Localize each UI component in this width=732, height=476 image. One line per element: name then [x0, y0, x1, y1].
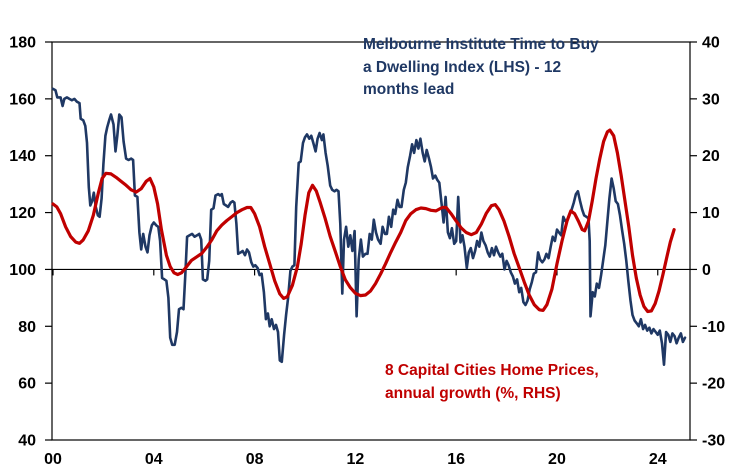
lhs-annotation-line-3: months lead — [363, 81, 455, 98]
plot-border — [51, 41, 691, 441]
lhs-annotation-line-2: a Dwelling Index (LHS) - 12 — [363, 58, 562, 76]
left-axis-tick-label: 140 — [9, 148, 36, 165]
right-axis-tick-label: -20 — [702, 376, 725, 393]
left-axis-tick-label: 160 — [9, 91, 36, 108]
rhs-series-line — [51, 128, 676, 314]
lhs-series-line — [51, 87, 687, 367]
x-axis-tick-label: 08 — [246, 451, 264, 468]
left-axis-tick-label: 40 — [18, 433, 36, 450]
right-axis-tick-label: 10 — [702, 205, 720, 222]
right-axis-tick-label: 40 — [702, 35, 720, 52]
x-axis-tick-label: 12 — [346, 451, 364, 468]
x-axis-tick-label: 20 — [548, 451, 566, 468]
lhs-series-annotation: Melbourne Institute Time to Buy a Dwelli… — [363, 34, 599, 102]
right-axis-tick-label: -30 — [702, 433, 725, 450]
left-axis-tick-label: 180 — [9, 35, 36, 52]
rhs-series-annotation: 8 Capital Cities Home Prices, annual gro… — [385, 360, 599, 405]
left-axis-tick-label: 120 — [9, 205, 36, 222]
right-axis-tick-label: -10 — [702, 319, 725, 336]
x-axis-tick-label: 24 — [649, 451, 667, 468]
left-axis-tick-label: 100 — [9, 262, 36, 279]
right-axis-tick-label: 30 — [702, 91, 720, 108]
x-axis-tick-label: 04 — [145, 451, 163, 468]
right-axis-tick-label: 20 — [702, 148, 720, 165]
left-axis-tick-label: 80 — [18, 319, 36, 336]
right-axis-tick-label: 0 — [702, 262, 711, 279]
rhs-annotation-line-2: annual growth (%, RHS) — [385, 384, 561, 402]
x-axis-tick-label: 00 — [44, 451, 62, 468]
rhs-annotation-line-1: 8 Capital Cities Home Prices, — [385, 362, 599, 379]
x-axis-tick-label: 16 — [447, 451, 465, 468]
lhs-annotation-line-1: Melbourne Institute Time to Buy — [363, 36, 599, 53]
left-axis-tick-label: 60 — [18, 376, 36, 393]
